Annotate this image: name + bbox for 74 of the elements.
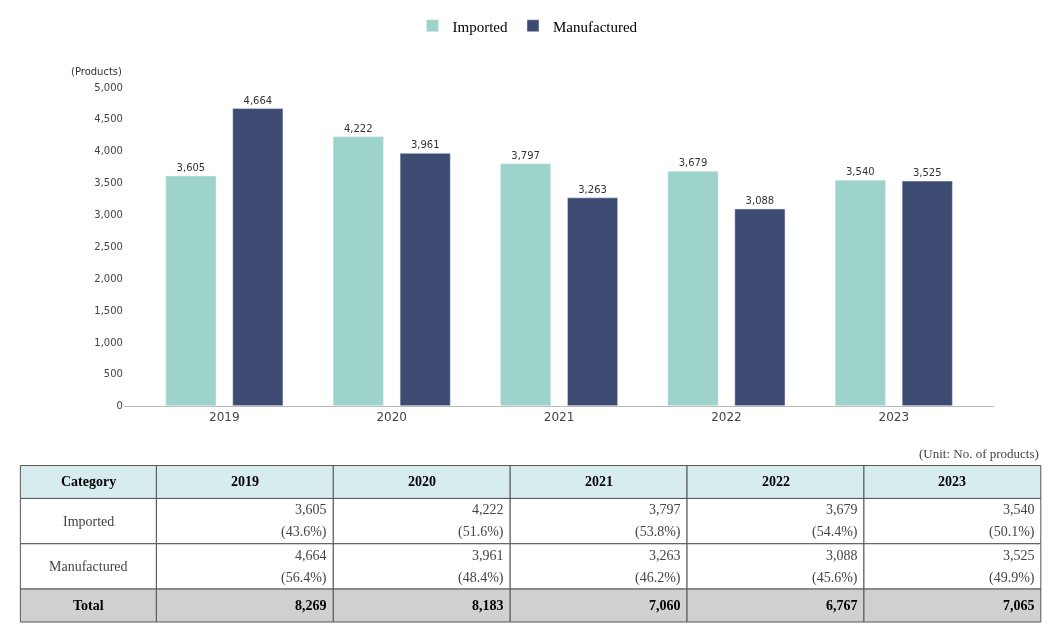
data-label: 3,540 — [845, 166, 875, 178]
annotation: (50.1%) — [989, 524, 1035, 540]
data-label: 3,961 — [410, 139, 440, 151]
data-label: 4,222 — [343, 122, 373, 134]
x-tick-label: 2021 — [585, 474, 613, 489]
annotation: (48.4%) — [458, 570, 504, 586]
y-tick-label: 500 — [103, 368, 123, 380]
data-label: 7,065 — [1003, 598, 1035, 613]
bar — [165, 175, 217, 406]
data-label: 3,797 — [511, 149, 540, 161]
y-tick-label: Manufactured — [49, 559, 128, 574]
legend-label: Imported — [452, 18, 508, 35]
x-tick-label: 2019 — [209, 410, 240, 425]
data-label: 3,263 — [649, 548, 681, 563]
bar — [567, 197, 618, 406]
y-tick-label: 4,000 — [94, 145, 123, 157]
x-tick-label: 2020 — [408, 474, 436, 489]
data-label: 3,088 — [826, 548, 858, 563]
y-tick-label: 2,000 — [94, 272, 123, 284]
y-tick-label: 5,000 — [94, 81, 123, 93]
bar — [734, 208, 786, 406]
y-tick-label: 3,000 — [94, 209, 123, 221]
bar — [834, 179, 886, 406]
x-tick-label: 2022 — [711, 410, 742, 425]
x-tick-label: 2023 — [938, 474, 966, 489]
x-tick-label: 2021 — [543, 410, 575, 425]
x-tick-label: 2020 — [376, 410, 407, 425]
annotation: (45.6%) — [812, 570, 858, 586]
data-label: 4,664 — [295, 548, 327, 563]
bar — [399, 153, 451, 406]
annotation: (53.8%) — [635, 524, 681, 540]
data-label: 8,269 — [295, 598, 327, 613]
data-label: 3,525 — [912, 167, 942, 179]
data-label: 8,183 — [472, 598, 504, 613]
data-label: 3,679 — [678, 157, 708, 169]
data-label: 3,961 — [472, 548, 504, 563]
y-tick-label: 4,500 — [94, 113, 123, 125]
data-label: 3,540 — [1003, 502, 1035, 517]
data-label: 3,797 — [649, 502, 681, 517]
bar — [232, 108, 284, 406]
data-label: 3,605 — [295, 502, 327, 517]
annotation: (49.9%) — [989, 570, 1035, 586]
data-label: 7,060 — [649, 598, 681, 613]
y-tick-label: Imported — [63, 514, 115, 529]
data-label: 3,263 — [578, 183, 607, 195]
annotation: (54.4%) — [812, 524, 858, 540]
data-label: 3,605 — [176, 162, 206, 174]
data-label: 4,664 — [243, 94, 273, 106]
bar — [901, 180, 953, 406]
y-axis-title: Category — [61, 474, 117, 489]
annotation: (51.6%) — [458, 524, 504, 540]
bar — [332, 136, 384, 406]
y-tick-label: Total — [73, 598, 104, 613]
data-label: 6,767 — [826, 598, 858, 613]
y-tick-label: 3,500 — [94, 177, 123, 189]
data-label: 3,679 — [826, 502, 858, 517]
x-tick-label: 2023 — [878, 410, 910, 425]
text: (Unit: No. of products) — [919, 446, 1039, 461]
y-tick-label: 2,500 — [94, 240, 123, 252]
annotation: (46.2%) — [635, 570, 681, 586]
bar — [667, 171, 719, 406]
y-axis-title: (Products) — [71, 66, 123, 77]
data-label: 4,222 — [472, 502, 504, 517]
data-label: 3,088 — [745, 194, 775, 206]
y-tick-label: 0 — [116, 400, 123, 412]
x-tick-label: 2022 — [762, 474, 790, 489]
data-label: 3,525 — [1003, 548, 1035, 563]
bar — [500, 163, 551, 406]
annotation: (56.4%) — [281, 570, 327, 586]
legend-label: Manufactured — [552, 18, 638, 35]
annotation: (43.6%) — [281, 524, 327, 540]
y-tick-label: 1,500 — [94, 304, 123, 316]
y-tick-label: 1,000 — [94, 336, 123, 348]
x-tick-label: 2019 — [231, 474, 259, 489]
